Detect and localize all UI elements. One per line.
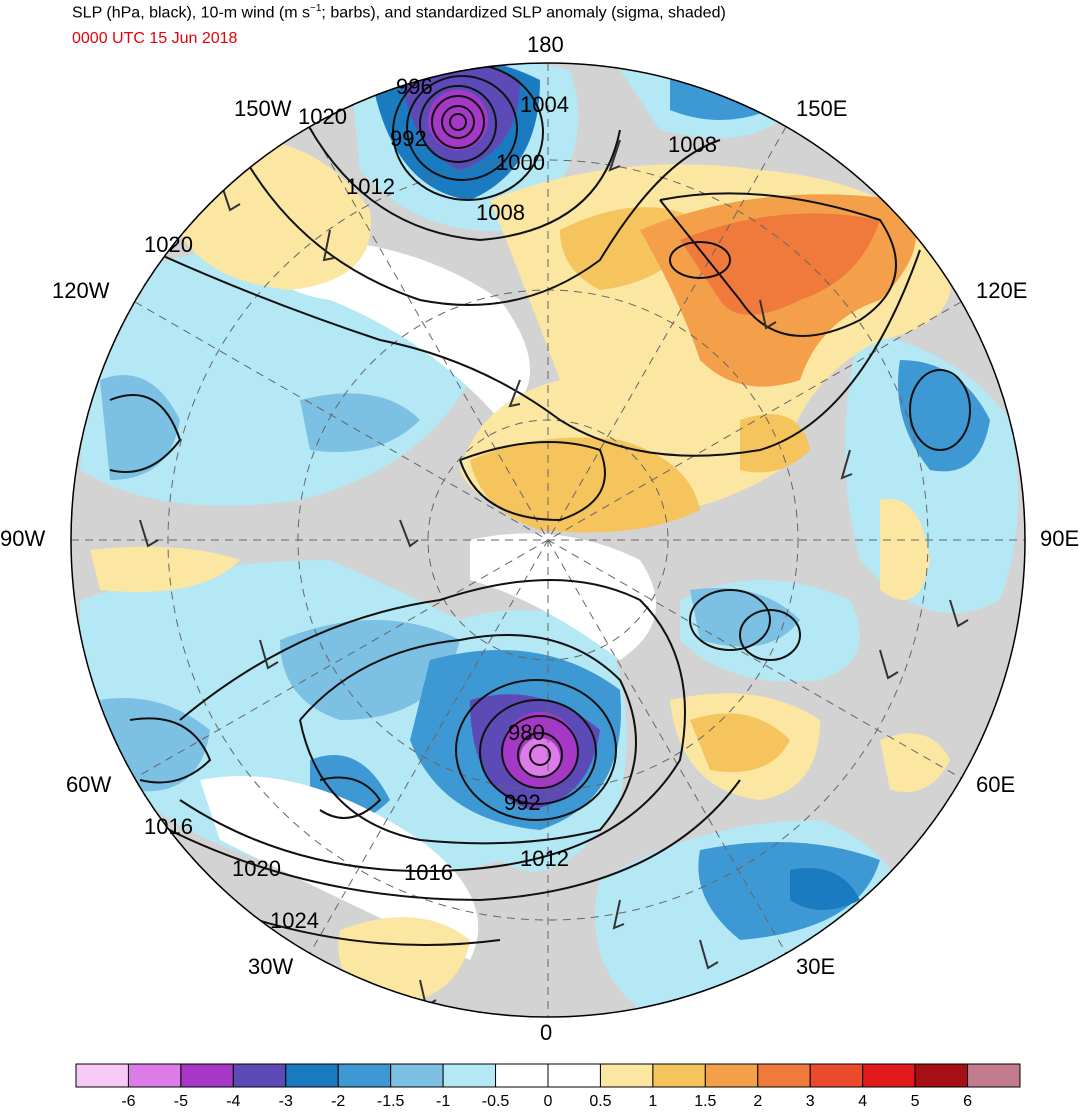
isobar-label: 996: [396, 74, 433, 99]
colorbar-swatch: [862, 1063, 916, 1088]
colorbar: [75, 1063, 1021, 1088]
isobar-label: 1012: [520, 846, 569, 871]
colorbar-label: 1.5: [694, 1093, 717, 1110]
colorbar-label: -1: [435, 1093, 451, 1110]
colorbar-label: 0.5: [589, 1093, 612, 1110]
colorbar-swatch: [127, 1063, 182, 1088]
isobar-label: 1016: [404, 860, 453, 885]
lon-label-120e: 120E: [976, 278, 1028, 303]
colorbar-swatch: [704, 1063, 759, 1088]
isobar-label: 992: [390, 126, 427, 151]
lon-label-30w: 30W: [248, 954, 294, 979]
colorbar-label: 3: [805, 1093, 815, 1110]
isobar-label: 1016: [144, 814, 193, 839]
colorbar-swatch: [495, 1063, 549, 1088]
colorbar-swatch: [337, 1063, 392, 1088]
lon-label-90e: 90E: [1040, 526, 1080, 551]
colorbar-label: 1: [648, 1093, 658, 1110]
lon-label-60w: 60W: [66, 772, 112, 797]
colorbar-label: 5: [910, 1093, 920, 1110]
isobar-label: 1024: [270, 908, 319, 933]
colorbar-label: -5: [173, 1093, 188, 1110]
isobar-label: 1020: [144, 232, 193, 257]
colorbar-swatch: [390, 1063, 444, 1088]
colorbar-label: 2: [753, 1093, 763, 1110]
valid-time: 0000 UTC 15 Jun 2018: [72, 30, 238, 47]
colorbar-label: -1.5: [376, 1093, 405, 1110]
colorbar-swatch: [652, 1063, 706, 1088]
isobar-label: 1000: [496, 150, 545, 175]
colorbar-swatch: [285, 1063, 339, 1088]
isobar-label: 1004: [520, 92, 569, 117]
colorbar-swatch: [809, 1063, 864, 1088]
colorbar-label: -6: [121, 1093, 136, 1110]
isobar-label: 992: [504, 790, 541, 815]
colorbar-label: 6: [963, 1093, 972, 1110]
lon-label-150w: 150W: [234, 96, 292, 121]
colorbar-swatch: [914, 1063, 969, 1088]
lon-label-90w: 90W: [0, 526, 46, 551]
map-boundary: [70, 62, 1026, 1018]
lon-label-0: 0: [540, 1020, 553, 1045]
colorbar-label: -2: [331, 1093, 346, 1110]
lon-label-150e: 150E: [796, 96, 848, 121]
colorbar-label: -0.5: [481, 1093, 510, 1110]
isobar-label: 1020: [232, 856, 281, 881]
colorbar-label: -4: [226, 1093, 241, 1110]
lon-label-120w: 120W: [52, 278, 110, 303]
colorbar-swatch: [75, 1063, 129, 1088]
colorbar-swatch: [967, 1063, 1021, 1088]
colorbar-swatch: [599, 1063, 654, 1088]
isobar-label: 1020: [298, 104, 347, 129]
lon-label-180: 180: [527, 32, 564, 57]
isobar-label: 1008: [668, 132, 717, 157]
colorbar-swatch: [232, 1063, 287, 1088]
lon-label-60e: 60E: [976, 772, 1016, 797]
colorbar-swatch: [442, 1063, 497, 1088]
lon-label-30e: 30E: [796, 954, 836, 979]
colorbar-label: 4: [858, 1093, 868, 1110]
colorbar-label: 0: [543, 1093, 553, 1110]
colorbar-label: -3: [278, 1093, 293, 1110]
colorbar-swatch: [547, 1063, 601, 1088]
isobar-label: 980: [508, 720, 545, 745]
isobar-label: 1012: [346, 174, 395, 199]
isobar-label: 1008: [476, 200, 525, 225]
colorbar-swatch: [180, 1063, 234, 1088]
chart-title: SLP (hPa, black), 10-m wind (m s−1; barb…: [72, 3, 726, 22]
colorbar-swatch: [757, 1063, 811, 1088]
